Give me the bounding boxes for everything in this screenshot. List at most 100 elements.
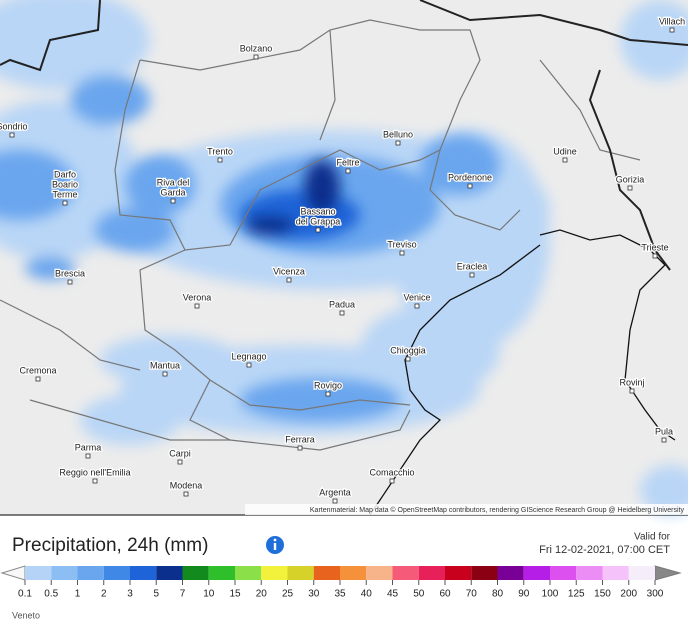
city-marker bbox=[629, 388, 635, 394]
tick-label: 0.1 bbox=[18, 589, 32, 600]
city-label: Comacchio bbox=[369, 467, 414, 477]
city-label: Gorizia bbox=[616, 174, 645, 184]
tick-label: 25 bbox=[282, 589, 294, 600]
city-marker bbox=[67, 279, 73, 285]
tick-label: 100 bbox=[542, 589, 559, 600]
city-label: Ferrara bbox=[285, 434, 315, 444]
tick-label: 70 bbox=[466, 589, 478, 600]
city-label: Argenta bbox=[319, 487, 351, 497]
tick-label: 5 bbox=[153, 589, 159, 600]
color-cell bbox=[628, 566, 655, 580]
tick-label: 125 bbox=[568, 589, 585, 600]
tick-label: 150 bbox=[594, 589, 611, 600]
city-marker bbox=[297, 445, 303, 451]
city-label: Bassano bbox=[300, 206, 335, 216]
city-marker bbox=[286, 277, 292, 283]
tick-label: 10 bbox=[203, 589, 215, 600]
city-label: del Grappa bbox=[296, 216, 341, 226]
city-marker bbox=[661, 437, 667, 443]
city-labels: Bolzano Belluno Udine Trento Feltre Pordenone… bbox=[0, 15, 686, 504]
city-marker bbox=[217, 157, 223, 163]
color-cell bbox=[497, 566, 524, 580]
city-marker bbox=[395, 140, 401, 146]
city-marker bbox=[92, 478, 98, 484]
color-cell bbox=[313, 566, 340, 580]
city-marker bbox=[253, 54, 259, 60]
legend-arrow-high bbox=[654, 565, 682, 581]
color-cell bbox=[445, 566, 472, 580]
city-marker bbox=[325, 391, 331, 397]
tick-label: 15 bbox=[229, 589, 241, 600]
city-label: Feltre bbox=[336, 157, 359, 167]
precip-heavy bbox=[240, 160, 360, 240]
city-label: Trieste bbox=[641, 242, 668, 252]
city-marker bbox=[35, 376, 41, 382]
city-marker bbox=[652, 253, 658, 259]
tick-label: 60 bbox=[439, 589, 451, 600]
tick-label: 1 bbox=[75, 589, 81, 600]
tick-label: 45 bbox=[387, 589, 399, 600]
city-marker bbox=[562, 157, 568, 163]
city-label: Sondrio bbox=[0, 121, 28, 131]
city-label: Parma bbox=[75, 442, 102, 452]
city-label: Padua bbox=[329, 299, 355, 309]
city-label: Pordenone bbox=[448, 172, 492, 182]
city-marker bbox=[177, 459, 183, 465]
color-cell bbox=[366, 566, 393, 580]
legend-arrow-low bbox=[0, 565, 26, 581]
city-label: Terme bbox=[52, 189, 77, 199]
city-marker bbox=[405, 356, 411, 362]
valid-time: Fri 12-02-2021, 07:00 CET bbox=[539, 544, 670, 556]
color-cell bbox=[77, 566, 104, 580]
city-marker bbox=[85, 453, 91, 459]
region-label: Veneto bbox=[12, 610, 40, 620]
city-label: Verona bbox=[183, 292, 212, 302]
city-marker bbox=[339, 310, 345, 316]
city-label: Belluno bbox=[383, 129, 413, 139]
valid-label: Valid for bbox=[634, 532, 671, 543]
color-cell bbox=[51, 566, 78, 580]
city-label: Brescia bbox=[55, 268, 85, 278]
tick-label: 35 bbox=[334, 589, 346, 600]
city-label: Cremona bbox=[19, 365, 56, 375]
city-marker bbox=[399, 250, 405, 256]
city-marker bbox=[162, 371, 168, 377]
city-marker bbox=[183, 491, 189, 497]
region-borders bbox=[0, 19, 641, 451]
city-label: Treviso bbox=[387, 239, 416, 249]
legend-title: Precipitation, 24h (mm) bbox=[12, 535, 208, 556]
color-cell bbox=[602, 566, 629, 580]
tick-label: 2 bbox=[101, 589, 107, 600]
city-label: Bolzano bbox=[240, 43, 273, 53]
color-cell bbox=[471, 566, 498, 580]
city-marker bbox=[332, 498, 338, 504]
color-cell bbox=[576, 566, 603, 580]
city-label: Rovinj bbox=[619, 377, 644, 387]
city-label: Mantua bbox=[150, 360, 180, 370]
city-marker bbox=[194, 303, 200, 309]
city-marker bbox=[467, 183, 473, 189]
city-marker bbox=[414, 303, 420, 309]
city-label: Vicenza bbox=[273, 266, 305, 276]
city-marker bbox=[9, 132, 15, 138]
city-marker bbox=[345, 168, 351, 174]
city-label: Carpi bbox=[169, 448, 191, 458]
city-marker bbox=[669, 27, 675, 33]
tick-label: 50 bbox=[413, 589, 425, 600]
info-icon[interactable] bbox=[266, 536, 284, 554]
city-marker bbox=[389, 478, 395, 484]
city-label: Chioggia bbox=[390, 345, 426, 355]
tick-label: 3 bbox=[127, 589, 133, 600]
attribution: Kartenmaterial: Map data © OpenStreetMap… bbox=[310, 506, 685, 514]
city-label: Venice bbox=[403, 292, 430, 302]
city-label: Boario bbox=[52, 179, 78, 189]
color-cell bbox=[523, 566, 550, 580]
coastline bbox=[369, 229, 676, 516]
color-cell bbox=[261, 566, 288, 580]
tick-label: 300 bbox=[647, 589, 664, 600]
country-borders bbox=[0, 0, 688, 271]
color-cell bbox=[156, 566, 183, 580]
color-cell bbox=[418, 566, 445, 580]
